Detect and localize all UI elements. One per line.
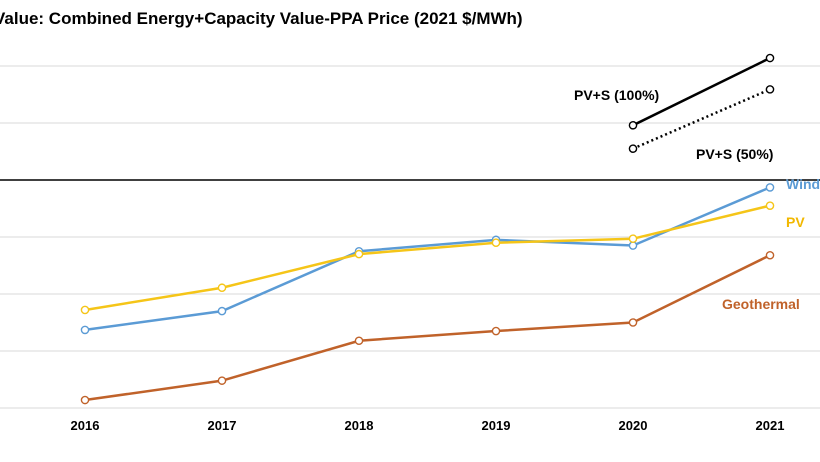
x-tick-label: 2021: [756, 418, 785, 433]
series-label: Wind: [786, 176, 820, 192]
data-point: [765, 85, 775, 94]
series-labels: Wind PV Geothermal PV+S (100%) PV+S (50%): [574, 87, 820, 312]
series-line: [632, 56, 771, 127]
data-point: [217, 283, 227, 293]
x-tick-label: 2018: [345, 418, 374, 433]
series-label: PV+S (100%): [574, 87, 659, 103]
gridlines: [0, 65, 820, 409]
x-axis: 2016 2017 2018 2019 2020 2021: [71, 418, 785, 433]
data-point: [765, 250, 775, 260]
series-line: [84, 186, 771, 332]
x-tick-label: 2020: [619, 418, 648, 433]
data-point: [217, 306, 227, 316]
series-geothermal: [80, 250, 775, 405]
data-point: [491, 238, 501, 247]
series-wind: [80, 183, 775, 335]
series-line: [84, 204, 771, 312]
data-point: [628, 144, 638, 153]
series-pv-s-50-: [628, 85, 775, 153]
data-point: [628, 241, 638, 250]
series-label: PV: [786, 214, 805, 230]
series-line: [84, 254, 771, 402]
series-pv: [80, 201, 775, 315]
data-point: [217, 376, 227, 385]
data-point: [354, 249, 364, 259]
data-point: [80, 395, 90, 405]
data-point: [80, 325, 90, 335]
data-point: [765, 53, 775, 63]
data-point: [354, 336, 364, 346]
chart-title: Value: Combined Energy+Capacity Value-PP…: [0, 9, 523, 28]
data-point: [628, 234, 638, 244]
data-point: [80, 305, 90, 315]
series-label: PV+S (50%): [696, 146, 773, 162]
series-label: Geothermal: [722, 296, 800, 312]
data-point: [491, 326, 501, 336]
data-point: [765, 201, 775, 210]
x-tick-label: 2017: [208, 418, 237, 433]
series-layer: [80, 53, 775, 405]
x-tick-label: 2016: [71, 418, 100, 433]
data-point: [628, 120, 638, 130]
series-pv-s-100-: [628, 53, 775, 130]
data-point: [628, 318, 638, 327]
x-tick-label: 2019: [482, 418, 511, 433]
data-point: [765, 183, 775, 192]
